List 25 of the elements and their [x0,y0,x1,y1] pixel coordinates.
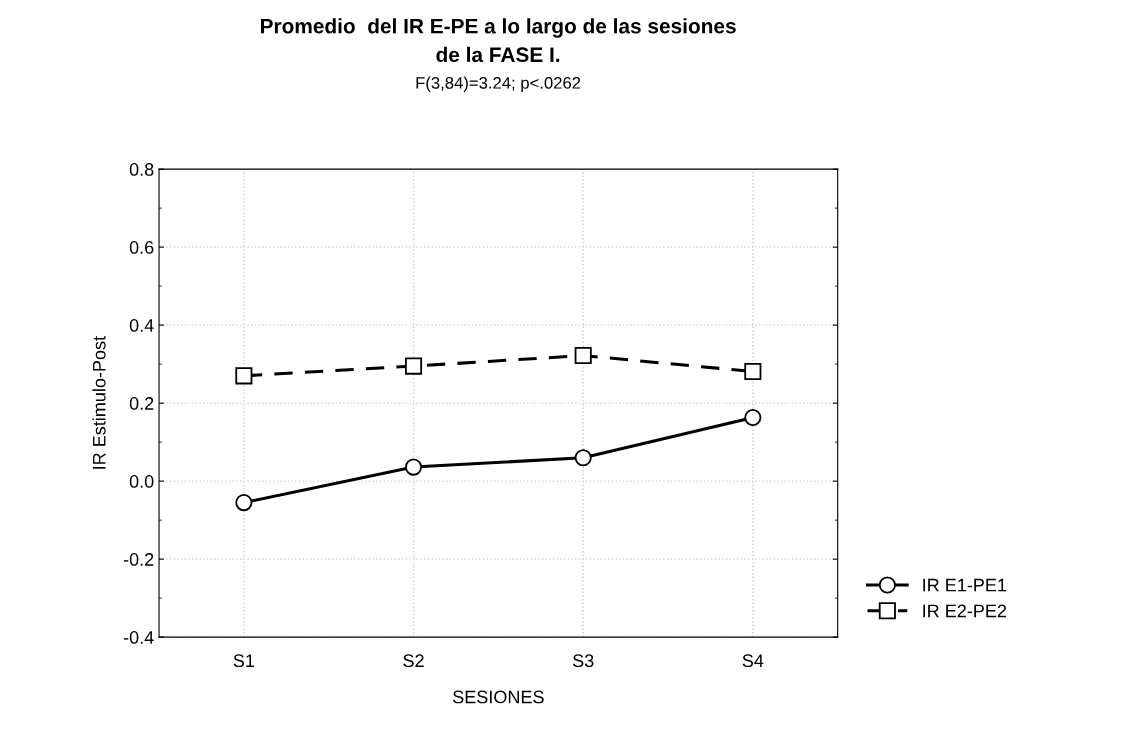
chart-subtitle: F(3,84)=3.24; p<.0262 [416,76,581,93]
y-tick-label: -0.4 [123,631,154,644]
point [744,409,762,427]
point [744,363,762,381]
y-tick-label: -0.2 [123,553,154,566]
y-tick-label: 0.4 [129,319,154,332]
x-tick-label: S4 [742,654,764,668]
x-tick-label: S2 [403,654,424,668]
x-tick-label: S3 [572,654,594,668]
chart-title: Promedio del IR E-PE a lo largo de las sesiones de la FASE I. [260,18,736,63]
point [235,494,253,512]
y-tick-label: 0.2 [129,397,154,410]
point [404,458,423,476]
point [235,367,253,385]
point [574,347,592,365]
y-axis-title: IR Estimulo-Post [92,336,106,469]
point [574,449,592,467]
legend-label: IR E2-PE2 [923,604,1007,618]
point [404,357,423,375]
y-tick-label: 0.8 [129,163,154,176]
y-tick-label: 0.0 [129,475,154,488]
x-tick-label: S1 [233,654,255,668]
y-tick-label: 0.6 [129,241,154,254]
legend-label: IR E1-PE1 [923,578,1007,592]
x-axis-title: SESIONES [453,690,544,704]
